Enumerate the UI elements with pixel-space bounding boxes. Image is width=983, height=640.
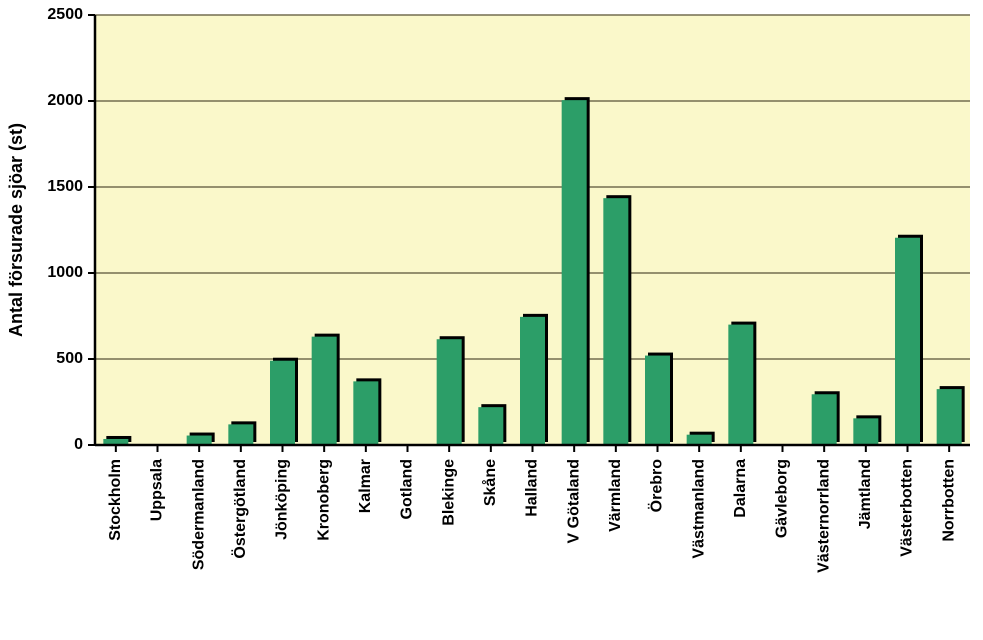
x-tick-label: Östergötland	[230, 459, 249, 559]
x-tick-label: Västernorrland	[815, 459, 832, 573]
x-tick-label: Värmland	[607, 459, 624, 532]
x-tick-label: Dalarna	[732, 459, 749, 518]
y-tick-label: 2500	[47, 6, 83, 23]
y-tick-label: 500	[56, 350, 83, 367]
bar	[520, 317, 545, 445]
bar	[187, 436, 212, 445]
bar	[895, 238, 920, 445]
x-tick-label: Södermanland	[190, 459, 207, 570]
bar	[812, 394, 837, 445]
x-tick-label: Jönköping	[274, 459, 291, 540]
x-tick-label: Västerbotten	[899, 459, 916, 557]
bar	[270, 361, 295, 445]
bar-chart: 0 500 1000 1500 2000 2500 Stockholm Uppsala Söde…	[0, 0, 983, 640]
x-tick-label: Norrbotten	[940, 459, 957, 542]
x-tick-label: Gotland	[399, 459, 416, 519]
x-tick-label: V Götaland	[565, 459, 582, 543]
x-tick-label: Jämtland	[857, 459, 874, 529]
bar	[728, 325, 753, 445]
bar	[437, 339, 462, 445]
bar	[228, 424, 253, 445]
bar	[853, 418, 878, 445]
y-axis-title: Antal försurade sjöar (st)	[6, 123, 26, 337]
bar	[603, 198, 628, 445]
x-tick-label: Uppsala	[149, 459, 166, 521]
x-tick-label: Skåne	[481, 459, 499, 506]
x-tick-label: Kalmar	[357, 459, 374, 513]
bar	[562, 100, 587, 445]
y-tick-label: 1000	[47, 264, 83, 281]
x-tick-label: Västmanland	[690, 459, 707, 559]
bar	[312, 337, 337, 445]
bar	[645, 356, 670, 445]
bar	[687, 435, 712, 445]
y-tick-label: 0	[74, 436, 83, 453]
x-tick-label: Kronoberg	[315, 459, 332, 541]
bar	[478, 407, 503, 445]
bar	[353, 381, 378, 445]
x-tick-label: Halland	[524, 459, 541, 517]
x-tick-label: Stockholm	[107, 459, 124, 541]
x-tick-label: Blekinge	[440, 459, 457, 526]
y-tick-label: 1500	[47, 178, 83, 195]
x-tick-label: Gävleborg	[774, 459, 791, 538]
bar	[937, 389, 962, 445]
y-tick-label: 2000	[47, 92, 83, 109]
x-tick-label: Örebro	[647, 459, 666, 513]
